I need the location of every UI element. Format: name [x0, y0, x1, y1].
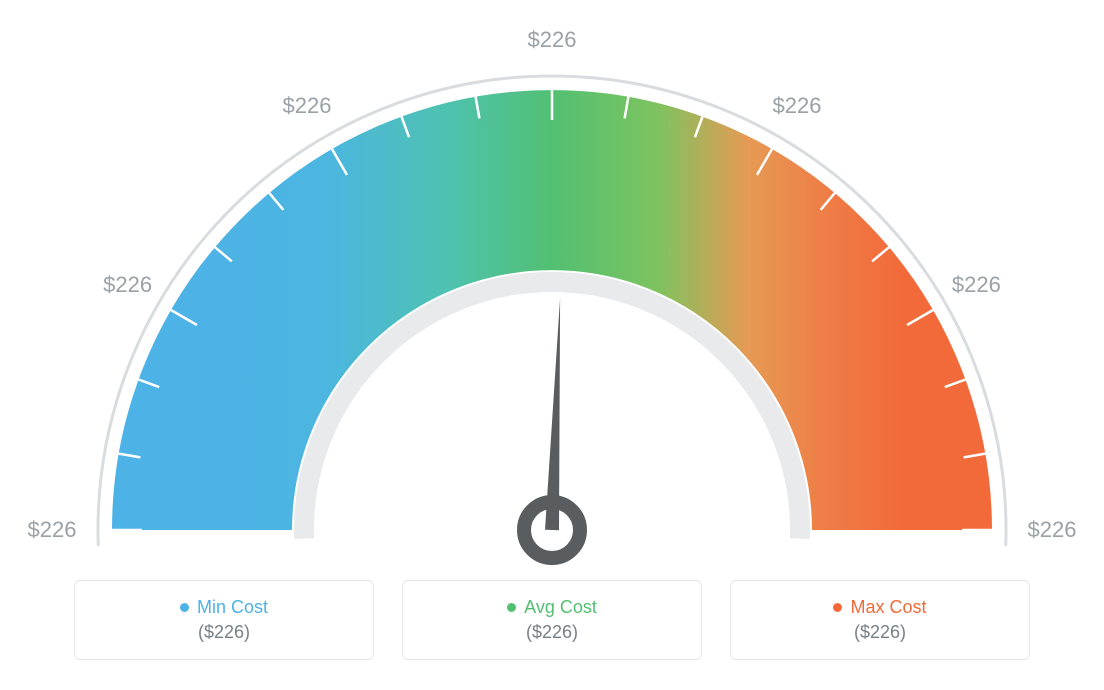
gauge-area: $226 $226 $226 $226 $226 $226 $226 [0, 0, 1104, 570]
dot-icon [833, 603, 842, 612]
gauge-chart-container: $226 $226 $226 $226 $226 $226 $226 Min Cost ($… [0, 0, 1104, 690]
legend-row: Min Cost ($226) Avg Cost ($226) Max Cost… [0, 580, 1104, 660]
legend-label-min: Min Cost [197, 597, 268, 618]
legend-value-avg: ($226) [526, 622, 578, 643]
legend-value-max: ($226) [854, 622, 906, 643]
legend-label-avg: Avg Cost [524, 597, 597, 618]
gauge-tick-label: $226 [952, 272, 1001, 298]
gauge-tick-label: $226 [528, 27, 577, 53]
legend-title-avg: Avg Cost [507, 597, 597, 618]
legend-card-avg: Avg Cost ($226) [402, 580, 702, 660]
gauge-tick-label: $226 [773, 93, 822, 119]
gauge-tick-label: $226 [28, 517, 77, 543]
legend-card-min: Min Cost ($226) [74, 580, 374, 660]
legend-title-max: Max Cost [833, 597, 926, 618]
gauge-svg [0, 0, 1104, 570]
legend-label-max: Max Cost [850, 597, 926, 618]
legend-value-min: ($226) [198, 622, 250, 643]
legend-card-max: Max Cost ($226) [730, 580, 1030, 660]
dot-icon [180, 603, 189, 612]
gauge-tick-label: $226 [283, 93, 332, 119]
dot-icon [507, 603, 516, 612]
gauge-tick-label: $226 [1028, 517, 1077, 543]
legend-title-min: Min Cost [180, 597, 268, 618]
gauge-tick-label: $226 [103, 272, 152, 298]
